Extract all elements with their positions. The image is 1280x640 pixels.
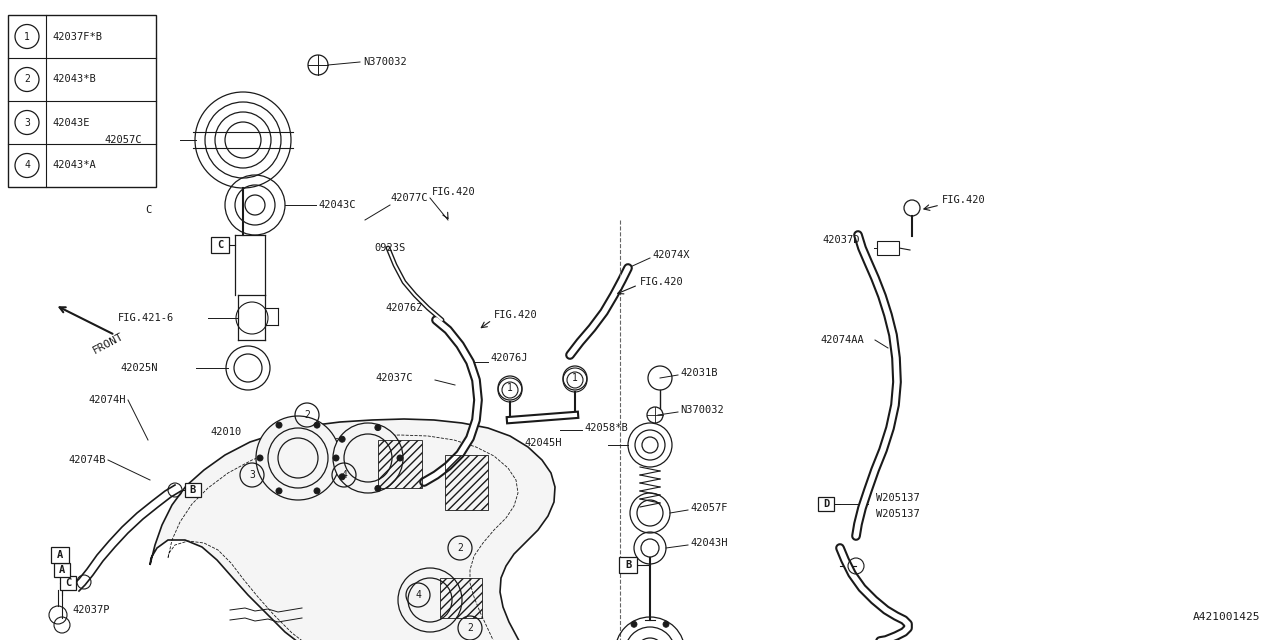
Text: 42057F: 42057F — [690, 503, 727, 513]
Text: C: C — [145, 205, 151, 215]
Circle shape — [663, 621, 669, 627]
Circle shape — [276, 488, 282, 494]
FancyBboxPatch shape — [186, 483, 201, 497]
Text: 42043E: 42043E — [52, 118, 90, 127]
Circle shape — [339, 436, 346, 442]
Circle shape — [314, 488, 320, 494]
Circle shape — [375, 424, 381, 431]
Text: A: A — [56, 550, 63, 560]
Text: 42043H: 42043H — [690, 538, 727, 548]
Text: N370032: N370032 — [680, 405, 723, 415]
Text: W205137: W205137 — [876, 493, 920, 503]
Text: N370032: N370032 — [364, 57, 407, 67]
Text: C: C — [65, 578, 72, 588]
Text: 42058*B: 42058*B — [584, 423, 627, 433]
Text: 4: 4 — [415, 590, 421, 600]
Circle shape — [397, 455, 403, 461]
Text: FIG.421-6: FIG.421-6 — [118, 313, 174, 323]
Text: 3: 3 — [250, 470, 255, 480]
Text: 42037P: 42037P — [72, 605, 110, 615]
Text: W205137: W205137 — [876, 509, 920, 519]
Text: 42045H: 42045H — [524, 438, 562, 448]
Text: 42076Z: 42076Z — [385, 303, 422, 313]
FancyBboxPatch shape — [620, 557, 637, 573]
Text: 1: 1 — [24, 31, 29, 42]
FancyBboxPatch shape — [60, 576, 76, 590]
Text: 1: 1 — [572, 373, 579, 383]
Circle shape — [631, 621, 637, 627]
Circle shape — [333, 455, 339, 461]
Text: 1: 1 — [507, 383, 513, 393]
Text: 2: 2 — [457, 543, 463, 553]
Text: FIG.420: FIG.420 — [640, 277, 684, 287]
Circle shape — [276, 422, 282, 428]
Text: C: C — [216, 240, 223, 250]
Text: FIG.420: FIG.420 — [942, 195, 986, 205]
Text: B: B — [625, 560, 631, 570]
Text: 42031B: 42031B — [680, 368, 718, 378]
Text: 42076J: 42076J — [490, 353, 527, 363]
Circle shape — [375, 485, 381, 492]
Text: 42074AA: 42074AA — [820, 335, 864, 345]
Text: A: A — [59, 565, 65, 575]
Circle shape — [398, 568, 462, 632]
Text: FIG.420: FIG.420 — [494, 310, 538, 320]
Text: 42043C: 42043C — [317, 200, 356, 210]
Text: FIG.420: FIG.420 — [433, 187, 476, 197]
Text: 42037C: 42037C — [375, 373, 412, 383]
Text: 2: 2 — [24, 74, 29, 84]
Text: 42074H: 42074H — [88, 395, 125, 405]
Text: 0923S: 0923S — [374, 243, 406, 253]
Circle shape — [333, 423, 403, 493]
Text: 4: 4 — [24, 161, 29, 170]
Circle shape — [256, 416, 340, 500]
Text: FRONT: FRONT — [91, 331, 125, 355]
Text: B: B — [189, 485, 196, 495]
Text: 2: 2 — [305, 410, 310, 420]
Text: 42077C: 42077C — [390, 193, 428, 203]
FancyBboxPatch shape — [877, 241, 899, 255]
Circle shape — [257, 455, 262, 461]
FancyBboxPatch shape — [818, 497, 835, 511]
Text: 42037D: 42037D — [822, 235, 859, 245]
Polygon shape — [150, 419, 556, 640]
Text: 42043*A: 42043*A — [52, 161, 96, 170]
Text: 42074X: 42074X — [652, 250, 690, 260]
FancyBboxPatch shape — [54, 563, 70, 577]
FancyBboxPatch shape — [51, 547, 69, 563]
Text: 42074B: 42074B — [68, 455, 105, 465]
Text: 4: 4 — [340, 470, 347, 480]
Text: 42025N: 42025N — [120, 363, 157, 373]
FancyBboxPatch shape — [211, 237, 229, 253]
FancyBboxPatch shape — [8, 15, 156, 187]
Text: 42043*B: 42043*B — [52, 74, 96, 84]
Text: A421001425: A421001425 — [1193, 612, 1260, 622]
Text: 3: 3 — [24, 118, 29, 127]
Text: 42057C: 42057C — [104, 135, 142, 145]
Text: D: D — [823, 499, 829, 509]
Text: 42010: 42010 — [210, 427, 241, 437]
Circle shape — [314, 422, 320, 428]
Text: 2: 2 — [467, 623, 472, 633]
Circle shape — [339, 474, 346, 480]
Text: 42037F*B: 42037F*B — [52, 31, 102, 42]
